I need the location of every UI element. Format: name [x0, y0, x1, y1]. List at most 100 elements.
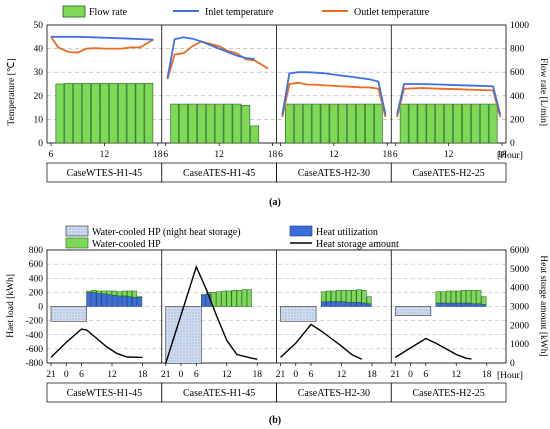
- b-case-name-box: [390, 382, 507, 403]
- a-case-name-box: [390, 162, 507, 183]
- inlet-temperature-line: [281, 71, 387, 115]
- heat-utilization-bar: [445, 302, 451, 307]
- water-cooled-hp-bar: [127, 290, 132, 297]
- b-y-right-tick: 5000: [510, 265, 529, 275]
- heat-utilization-bar: [111, 294, 117, 307]
- a-y-left-tick: 20: [34, 92, 44, 102]
- night-heat-storage-bar: [165, 306, 202, 365]
- panel-label-a: (a): [269, 197, 281, 208]
- b-y-right-tick: 1000: [510, 340, 529, 350]
- b-x-tick-label: 18: [253, 370, 263, 380]
- water-cooled-hp-bar: [101, 290, 107, 295]
- heat-utilization-bar: [320, 301, 326, 307]
- water-cooled-hp-bar: [341, 290, 347, 302]
- a-y-left-tick: 50: [34, 21, 44, 31]
- a-x-tick-label: 6: [163, 150, 168, 160]
- water-cooled-hp-bar: [346, 290, 352, 303]
- flow-rate-bar: [374, 103, 383, 144]
- heat-utilization-bar: [351, 302, 357, 307]
- legend-inlet-label: Inlet temperature: [205, 7, 274, 18]
- water-cooled-hp-bar: [231, 290, 237, 307]
- heat-utilization-bar: [336, 301, 342, 307]
- flow-rate-bar: [453, 103, 462, 144]
- night-heat-storage-bar: [280, 306, 317, 322]
- flow-rate-bar: [108, 83, 118, 144]
- heat-utilization-bar: [440, 302, 446, 307]
- flow-rate-bar: [223, 103, 233, 144]
- a-y-left-tick: 0: [38, 139, 43, 149]
- a-x-tick-label: 18: [268, 150, 278, 160]
- flow-rate-bar: [320, 103, 330, 144]
- b-x-tick-label: 18: [482, 370, 492, 380]
- heat-storage-amount-line: [50, 328, 143, 359]
- a-y-ticks: 0 10 20 30 40 50 0 200 400 600 800 1000: [34, 21, 530, 149]
- legend-storage-label: Heat storage amount: [316, 239, 399, 250]
- flow-rate-bar: [126, 83, 136, 144]
- heat-utilization-bar: [331, 301, 337, 307]
- water-cooled-hp-bar: [106, 290, 112, 295]
- heat-utilization-bar: [96, 292, 102, 307]
- b-x-tick-label: 0: [293, 370, 298, 380]
- outlet-temperature-line: [166, 40, 269, 80]
- b-y-left-tick: 400: [29, 274, 44, 284]
- a-x-tick-label: 12: [100, 150, 110, 160]
- b-x-tick-label: 18: [138, 370, 148, 380]
- b-y-left-tick: 800: [29, 246, 44, 256]
- water-cooled-hp-bar: [481, 296, 487, 305]
- water-cooled-hp-bar: [86, 290, 92, 293]
- flow-rate-bar: [470, 103, 480, 144]
- a-y-right-tick: 400: [510, 92, 525, 102]
- b-y-left-tick: -200: [26, 317, 44, 327]
- heat-utilization-bar: [450, 302, 456, 307]
- b-y-ticks: -800 -600 -400 -200 0 200 400 600 800 0 1000 2000 30…: [26, 246, 530, 369]
- a-x-tick-label: 6: [49, 150, 54, 160]
- a-x-tick-label: 18: [383, 150, 393, 160]
- water-cooled-hp-bar: [116, 291, 122, 297]
- heat-utilization-bar: [201, 294, 207, 307]
- b-left-axis-title: Haet load [kWh]: [6, 274, 16, 338]
- heat-utilization-bar: [91, 292, 97, 307]
- water-cooled-hp-bar: [96, 290, 102, 294]
- b-x-tick-label: 21: [276, 370, 286, 380]
- water-cooled-hp-bar: [351, 290, 357, 303]
- b-panel: [390, 250, 487, 363]
- water-cooled-hp-bar: [471, 290, 477, 304]
- a-hour-unit: [Hour]: [497, 151, 523, 161]
- b-x-ticks: 21 0 6 12 18 21 0 6 12 18 21 0 6 12 18 21 0 6 12 18: [46, 363, 492, 380]
- heat-utilization-bar: [366, 303, 372, 307]
- a-case-name: CaseATES-H2-25: [413, 168, 485, 179]
- water-cooled-hp-bar: [137, 296, 143, 298]
- flow-rate-bar: [144, 83, 154, 144]
- a-x-tick-label: 18: [497, 150, 507, 160]
- flow-rate-bar: [293, 103, 303, 144]
- b-y-left-tick: 200: [29, 288, 44, 298]
- b-x-tick-label: 6: [194, 370, 199, 380]
- heat-utilization-bar: [326, 301, 331, 307]
- heat-utilization-bar: [86, 292, 92, 307]
- flow-rate-bar: [91, 83, 100, 144]
- legend-b: Water-cooled HP (night heat storage) Hea…: [65, 225, 399, 250]
- b-right-axis-title: Heat storge amount [kWh]: [538, 255, 548, 356]
- night-heat-storage-bar: [394, 306, 432, 316]
- a-case-name: CaseATES-H1-45: [183, 168, 255, 179]
- a-case-names: CaseWTES-H1-45 CaseATES-H1-45 CaseATES-H2-…: [46, 162, 507, 183]
- flow-rate-bar: [488, 103, 498, 144]
- water-cooled-hp-bar: [211, 292, 217, 307]
- water-cooled-hp-bar: [326, 290, 331, 302]
- b-y-right-tick: 2000: [510, 321, 529, 331]
- heat-utilization-bar: [106, 294, 112, 307]
- b-y-left-tick: -600: [26, 345, 44, 355]
- water-cooled-hp-bar: [216, 291, 222, 307]
- b-x-tick-label: 12: [337, 370, 347, 380]
- heat-utilization-bar: [361, 302, 367, 307]
- a-panel: [390, 25, 502, 144]
- water-cooled-hp-bar: [461, 290, 467, 304]
- flow-rate-bar: [64, 83, 74, 144]
- water-cooled-hp-bar: [440, 291, 446, 304]
- flow-rate-bar: [408, 103, 418, 144]
- b-x-tick-label: 6: [79, 370, 84, 380]
- b-x-tick-label: 0: [64, 370, 69, 380]
- flow-rate-bar: [426, 103, 436, 144]
- b-y-left-tick: -400: [26, 331, 44, 341]
- a-y-left-tick: 10: [34, 115, 44, 125]
